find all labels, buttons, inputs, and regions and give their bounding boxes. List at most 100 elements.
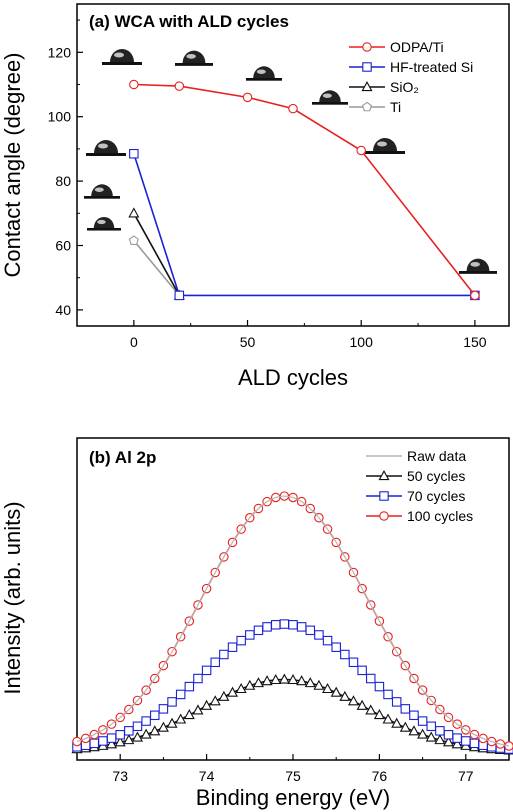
water-droplet-icon — [86, 140, 126, 156]
data-point — [253, 625, 264, 636]
legend-marker — [378, 470, 390, 481]
data-point — [141, 716, 151, 726]
data-point — [167, 697, 177, 707]
data-point — [218, 690, 230, 701]
droplet-highlight — [186, 53, 196, 59]
data-point — [383, 689, 393, 700]
data-point — [226, 686, 239, 697]
legend-item: 100 cycles — [366, 508, 473, 524]
data-point — [409, 710, 419, 721]
legend-item: Raw data — [366, 448, 466, 464]
y-tick-label: 80 — [55, 173, 71, 189]
panel-b: 73 74 75 76 77 Raw data 50 cycles 70 cycles 100… — [0, 437, 513, 810]
substrate — [312, 102, 348, 105]
droplet-highlight — [98, 143, 108, 149]
data-point — [451, 738, 463, 749]
substrate — [86, 153, 126, 156]
data-point — [442, 736, 455, 747]
data-point — [192, 704, 204, 715]
data-point — [270, 620, 281, 630]
data-point — [425, 731, 437, 742]
data-point — [245, 630, 255, 640]
data-point — [365, 704, 377, 715]
panel-a-y-axis-label: Contact angle (degree) — [0, 52, 25, 277]
data-point — [128, 207, 140, 218]
data-point — [305, 625, 316, 636]
data-point — [288, 620, 298, 630]
series-line — [133, 212, 181, 296]
data-point — [129, 148, 139, 159]
data-point — [106, 738, 118, 749]
panel-a-x-axis-label: ALD cycles — [238, 365, 348, 390]
panel-a-droplets — [84, 49, 497, 274]
data-point — [114, 736, 126, 747]
panel-a-frame — [76, 3, 510, 327]
legend-marker — [362, 42, 372, 52]
data-point — [356, 699, 368, 710]
x-tick-label: 150 — [463, 334, 487, 350]
data-point — [400, 704, 411, 714]
y-tick-label: 120 — [48, 44, 72, 60]
substrate — [459, 271, 497, 274]
data-point — [374, 681, 385, 692]
data-point — [373, 709, 385, 720]
series-odpa-ti — [129, 79, 480, 301]
data-point — [287, 673, 299, 685]
data-point — [382, 713, 394, 724]
data-point — [166, 717, 178, 728]
series-line — [133, 240, 180, 296]
droplet-highlight — [114, 52, 124, 58]
droplet-highlight — [377, 141, 387, 147]
panel-b-series — [71, 491, 513, 755]
data-point — [236, 635, 246, 646]
data-point — [175, 689, 186, 700]
panel-a-series — [128, 79, 480, 301]
water-droplet-icon — [246, 66, 282, 81]
data-point — [279, 619, 290, 629]
legend-marker — [361, 101, 373, 112]
data-point — [296, 675, 308, 686]
panel-b-x-axis-label: Binding energy (eV) — [196, 785, 390, 810]
water-droplet-icon — [102, 49, 142, 65]
x-tick-label: 50 — [240, 334, 256, 350]
x-tick-label: 77 — [458, 768, 474, 784]
panel-a-title: (a) WCA with ALD cycles — [89, 12, 289, 31]
substrate — [175, 63, 213, 66]
data-point — [129, 79, 139, 90]
droplet-highlight — [94, 187, 104, 192]
data-point — [209, 695, 221, 706]
data-point — [356, 145, 366, 156]
data-point — [128, 235, 139, 245]
panel-a-ticks: 0 50 100 150 40 60 80 100 120 — [48, 19, 487, 350]
legend-marker — [361, 81, 373, 92]
legend-label: SiO₂ — [390, 79, 419, 95]
data-point — [278, 673, 290, 684]
data-point — [330, 686, 342, 697]
substrate — [84, 196, 120, 199]
series-line — [133, 153, 475, 297]
data-point — [452, 733, 462, 743]
panel-b-y-axis-label: Intensity (arb. units) — [0, 501, 25, 694]
legend-item: SiO₂ — [349, 79, 419, 95]
substrate — [246, 78, 282, 81]
series-raw-data — [76, 495, 510, 747]
data-point — [366, 673, 376, 684]
water-droplet-icon — [312, 90, 348, 105]
series-line — [133, 83, 476, 296]
data-point — [426, 721, 436, 732]
series-70-cycles — [72, 619, 513, 754]
series-line — [76, 495, 510, 747]
data-point — [106, 733, 117, 743]
water-droplet-icon — [84, 184, 120, 199]
data-point — [201, 665, 212, 676]
legend-label: Raw data — [407, 448, 466, 464]
water-droplet-icon — [365, 138, 405, 154]
data-point — [175, 713, 187, 724]
data-point — [391, 717, 403, 728]
substrate — [87, 228, 121, 231]
data-point — [140, 728, 152, 739]
data-point — [124, 726, 134, 736]
data-point — [469, 738, 480, 749]
panel-b-frame — [76, 437, 510, 761]
